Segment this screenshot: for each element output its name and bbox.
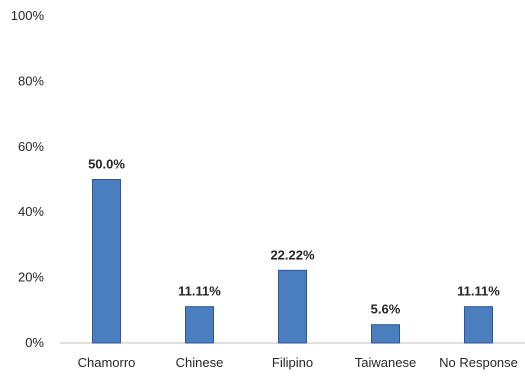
- bar-no-response: [464, 306, 493, 344]
- data-label: 50.0%: [88, 157, 125, 172]
- x-category-label: Filipino: [272, 355, 313, 370]
- bar-filipino: [278, 269, 307, 344]
- y-tick-label: 80%: [18, 73, 44, 88]
- x-category-label: Chamorro: [78, 355, 136, 370]
- data-label: 22.22%: [270, 247, 315, 262]
- bar-chinese: [185, 306, 214, 344]
- y-tick-label: 100%: [11, 8, 45, 23]
- y-tick-label: 40%: [18, 204, 44, 219]
- y-tick-label: 0%: [25, 335, 44, 350]
- y-tick-label: 60%: [18, 139, 44, 154]
- x-category-label: No Response: [439, 355, 518, 370]
- bar-taiwanese: [371, 324, 400, 344]
- data-label: 11.11%: [178, 284, 221, 299]
- bar-chamorro: [92, 179, 121, 344]
- x-category-label: Chinese: [176, 355, 224, 370]
- data-label: 11.11%: [457, 284, 500, 299]
- data-label: 5.6%: [371, 302, 401, 317]
- x-category-label: Taiwanese: [355, 355, 416, 370]
- y-tick-label: 20%: [18, 270, 44, 285]
